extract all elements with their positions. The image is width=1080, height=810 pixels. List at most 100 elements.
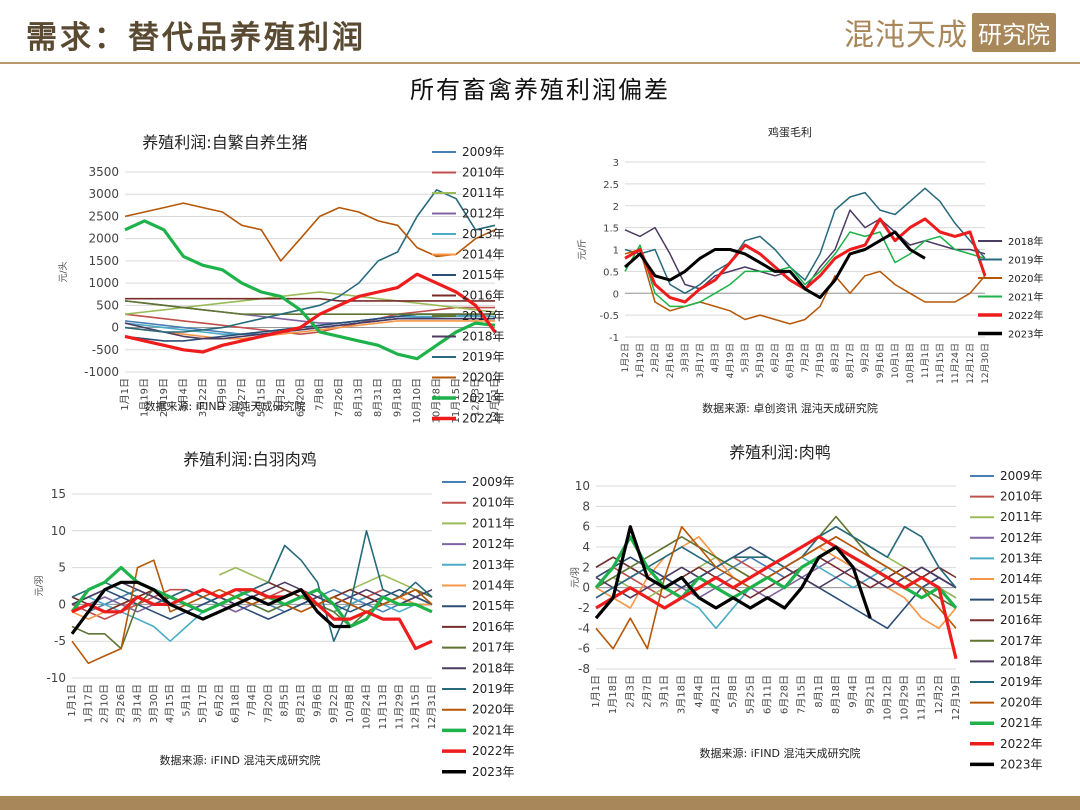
y-tick-label: 2.5 — [603, 180, 619, 191]
logo-box: 研究院 — [972, 12, 1056, 52]
x-tick-label: 1月19日 — [138, 378, 150, 417]
source-note: 数据来源: iFIND 混沌天成研究院 — [144, 399, 305, 413]
legend-entry: 2018年 — [472, 661, 515, 675]
x-tick-label: 8月2日 — [830, 343, 841, 372]
series-line-2014年 — [124, 320, 495, 340]
x-tick-label: 8月31日 — [372, 378, 384, 417]
y-tick-label: 0 — [111, 321, 119, 335]
x-tick-label: 12月21日 — [489, 378, 501, 423]
legend-entry: 2010年 — [1000, 490, 1043, 504]
logo-text: 混沌天成 — [844, 18, 968, 53]
x-tick-label: 2月2日 — [650, 343, 661, 372]
y-tick-label: 4 — [582, 540, 590, 554]
series-line-2010年 — [124, 306, 495, 335]
y-tick-label: -1 — [609, 333, 619, 344]
series-line-2016年 — [125, 297, 495, 302]
chart-title: 鸡蛋毛利 — [768, 125, 812, 139]
legend-entry: 2022年 — [472, 744, 515, 758]
y-tick-label: 500 — [96, 298, 119, 312]
y-axis-label: 元/羽 — [34, 575, 45, 596]
legend-entry: 2015年 — [462, 268, 505, 282]
legend-entry: 2018年 — [1000, 654, 1043, 668]
legend-entry: 2019年 — [472, 682, 515, 696]
series-line-2019年 — [124, 189, 496, 333]
legend-entry: 2020年 — [1008, 272, 1043, 285]
legend-entry: 2021年 — [462, 391, 505, 405]
x-tick-label: 10月8日 — [344, 684, 356, 723]
y-tick-label: -500 — [92, 343, 119, 357]
y-tick-label: -1000 — [84, 365, 119, 379]
series-line-2022年 — [595, 535, 958, 660]
y-tick-label: 0.5 — [603, 267, 619, 278]
x-tick-label: 3月3日 — [680, 343, 691, 372]
x-tick-label: 9月16日 — [875, 343, 886, 378]
source-note: 数据来源: 卓创资讯 混沌天成研究院 — [702, 401, 878, 415]
x-tick-label: 10月12日 — [881, 675, 893, 720]
brand-logo: 混沌天成 研究院 — [844, 12, 1056, 53]
y-tick-label: 3500 — [88, 165, 119, 179]
y-tick-label: -6 — [578, 642, 590, 656]
y-axis-label: 元/斤 — [577, 239, 588, 260]
x-tick-label: 9月18日 — [392, 378, 404, 417]
x-tick-label: 9月6日 — [311, 684, 323, 717]
x-tick-label: 4月3日 — [710, 343, 721, 372]
chart-duck: 养殖利润:肉鸭 -8 -6 -4 -2 0 2 4 6 8 10 元/羽 1月1日 1月18日 2月3日 2月… — [560, 436, 1060, 786]
x-tick-label: 2月10日 — [99, 684, 111, 723]
x-tick-label: 12月2日 — [933, 675, 945, 714]
y-axis-label: 元/羽 — [570, 567, 581, 588]
legend-entry: 2017年 — [472, 641, 515, 655]
legend-entry: 2020年 — [472, 703, 515, 717]
legend-entry: 2009年 — [472, 475, 515, 489]
x-tick-label: 11月15日 — [916, 675, 928, 720]
y-tick-label: 3000 — [88, 187, 119, 201]
header-bar: 需求：替代品养殖利润 混沌天成 研究院 — [0, 0, 1080, 62]
y-tick-label: -8 — [578, 662, 590, 676]
x-tick-label: 9月22日 — [328, 684, 340, 723]
legend-entry: 2014年 — [472, 579, 515, 593]
y-tick-label: 15 — [51, 487, 66, 501]
legend-entry: 2011年 — [472, 516, 515, 530]
x-tick-label: 9月21日 — [864, 675, 876, 714]
x-tick-label: 4月4日 — [693, 675, 705, 708]
legend-entry: 2019年 — [462, 350, 505, 364]
series-line-2023年 — [624, 230, 926, 300]
y-tick-label: -2 — [578, 601, 590, 615]
x-tick-label: 3月18日 — [676, 675, 688, 714]
x-tick-label: 10月10日 — [411, 378, 423, 423]
x-tick-label: 11月29日 — [393, 684, 405, 729]
series-line-2022年 — [71, 588, 433, 651]
y-tick-label: 2500 — [88, 209, 119, 223]
y-tick-label: 2 — [613, 202, 619, 213]
y-axis-label: 元/头 — [58, 261, 69, 282]
y-tick-label: 1000 — [88, 276, 119, 290]
source-note: 数据来源: iFIND 混沌天成研究院 — [699, 746, 860, 760]
x-tick-label: 6月11日 — [761, 675, 773, 714]
series-line-2018年 — [124, 317, 495, 340]
x-tick-label: 2月16日 — [665, 343, 676, 378]
x-tick-label: 3月4日 — [177, 378, 189, 411]
y-tick-label: -5 — [54, 634, 66, 648]
y-tick-label: 8 — [582, 499, 590, 513]
x-tick-label: 7月26日 — [333, 378, 345, 417]
series-line-2021年 — [124, 219, 496, 361]
series-line-2017年 — [124, 300, 495, 315]
series-line-2021年 — [624, 231, 986, 308]
legend-entry: 2012年 — [1000, 531, 1043, 545]
x-tick-label: 2月26日 — [115, 684, 127, 723]
y-tick-label: 1.5 — [603, 224, 619, 235]
x-tick-label: 6月20日 — [294, 378, 306, 417]
x-tick-label: 3月14日 — [131, 684, 143, 723]
x-tick-label: 11月15日 — [935, 343, 946, 384]
x-tick-label: 1月2日 — [620, 343, 631, 372]
legend-entry: 2022年 — [1000, 737, 1043, 751]
x-tick-label: 6月2日 — [275, 378, 287, 411]
footer-band — [0, 796, 1080, 810]
x-tick-label: 3月1日 — [659, 675, 671, 708]
x-tick-label: 8月1日 — [813, 675, 825, 708]
y-tick-label: 2 — [582, 560, 590, 574]
x-tick-label: 12月15日 — [410, 684, 422, 729]
page-title: 需求：替代品养殖利润 — [26, 20, 366, 56]
x-tick-label: 5月3日 — [740, 343, 751, 372]
x-tick-label: 2月3日 — [624, 675, 636, 708]
x-tick-label: 9月2日 — [860, 343, 871, 372]
